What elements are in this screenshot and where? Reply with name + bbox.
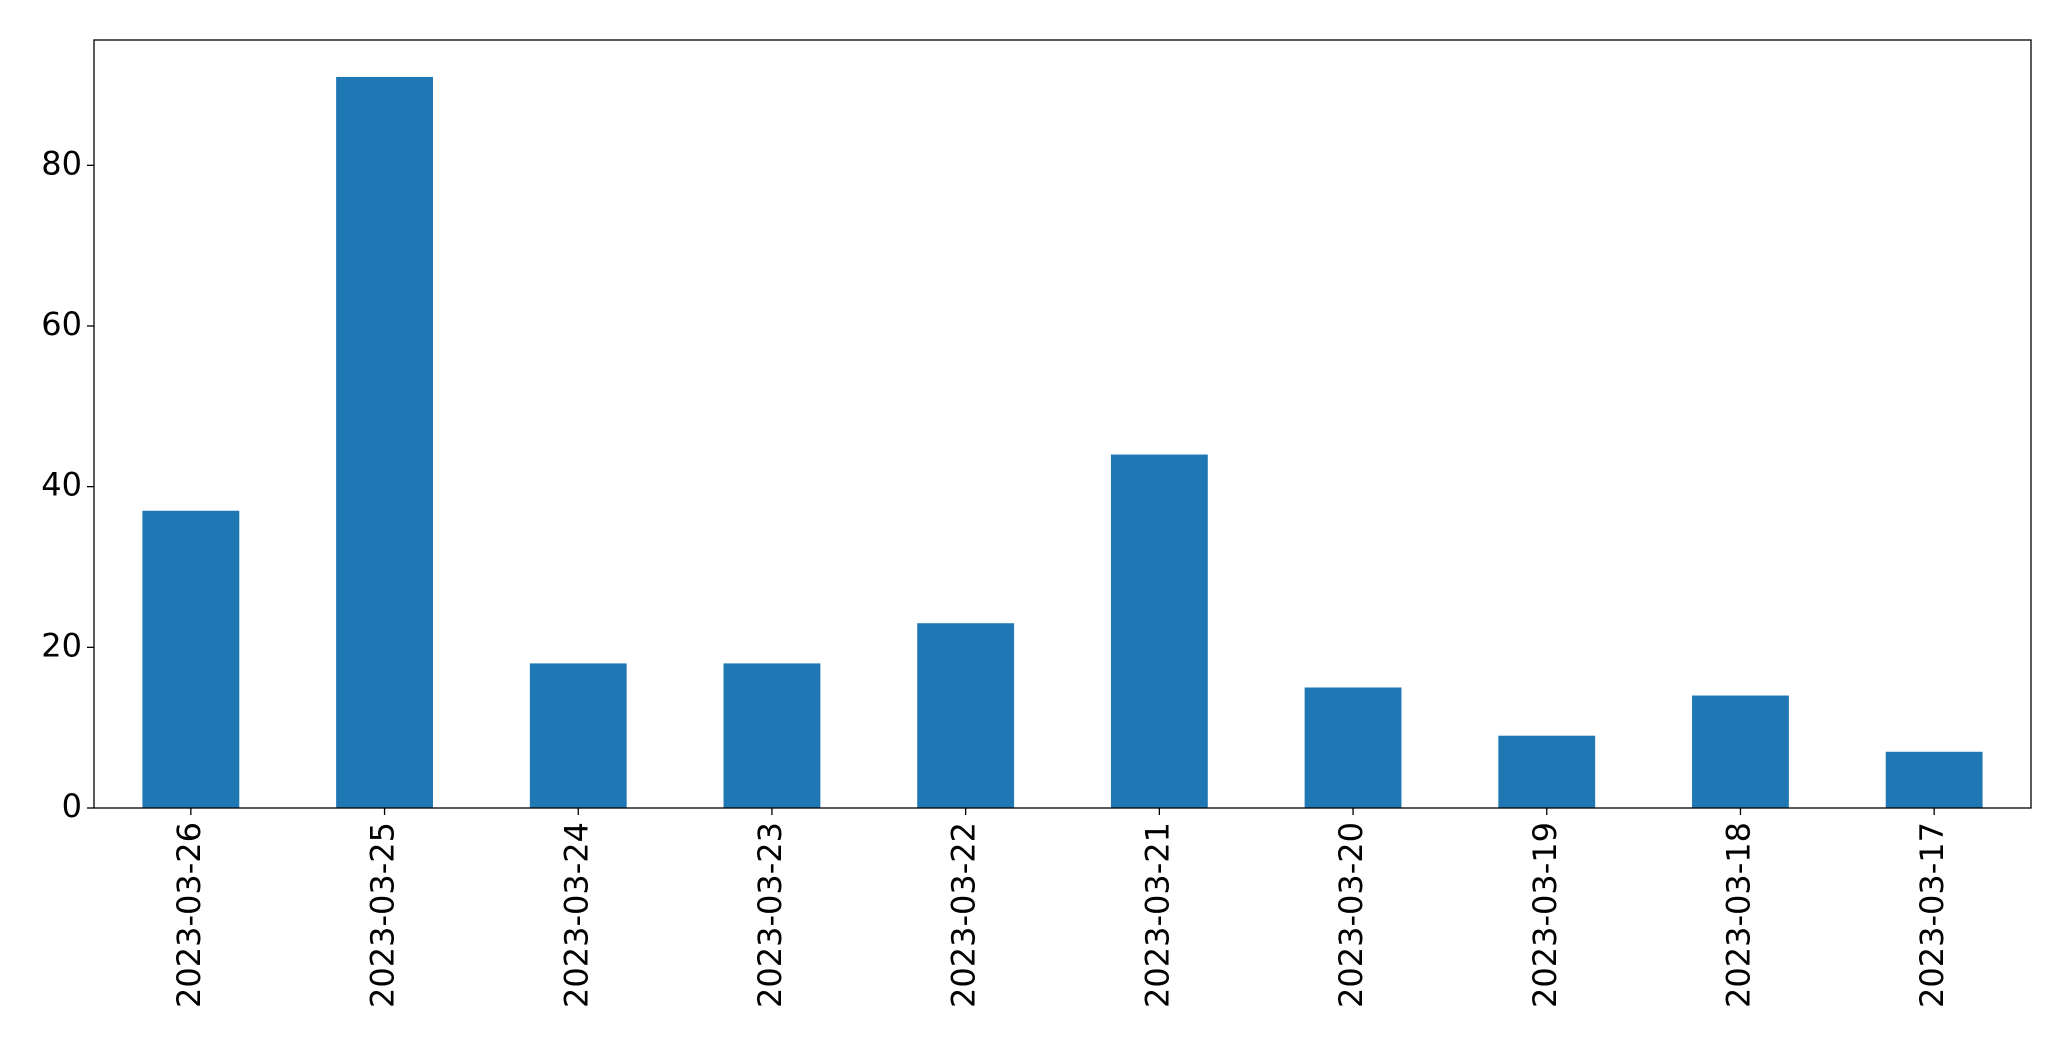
bar <box>1498 735 1596 808</box>
bar <box>723 663 821 808</box>
bar <box>1692 695 1789 808</box>
bar <box>1110 454 1208 808</box>
bar <box>529 663 627 808</box>
x-tick-label: 2023-03-22 <box>945 822 983 1008</box>
y-tick-label: 40 <box>41 466 82 504</box>
x-tick-label: 2023-03-25 <box>364 822 402 1008</box>
x-tick-label: 2023-03-17 <box>1913 822 1951 1008</box>
bar <box>917 623 1015 808</box>
x-tick-label: 2023-03-20 <box>1332 822 1370 1008</box>
x-tick-label: 2023-03-23 <box>751 822 789 1008</box>
y-tick-label: 0 <box>62 787 82 825</box>
x-tick-label: 2023-03-24 <box>557 822 595 1008</box>
y-tick-label: 20 <box>41 626 82 664</box>
x-tick-label: 2023-03-18 <box>1719 822 1757 1008</box>
x-tick-label: 2023-03-26 <box>170 822 208 1008</box>
bar <box>142 510 240 808</box>
y-tick-label: 80 <box>41 144 82 182</box>
x-tick-label: 2023-03-19 <box>1526 822 1564 1008</box>
x-tick-label: 2023-03-21 <box>1138 822 1176 1008</box>
bar <box>336 76 433 808</box>
plot-frame <box>93 39 2032 809</box>
bar <box>1885 751 1983 808</box>
bar <box>1304 687 1402 808</box>
y-tick-label: 60 <box>41 305 82 343</box>
